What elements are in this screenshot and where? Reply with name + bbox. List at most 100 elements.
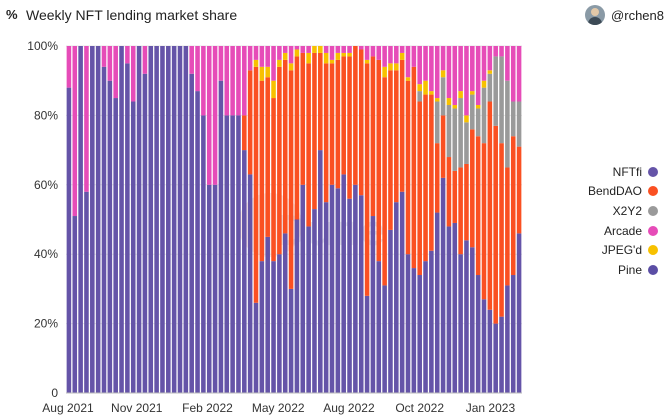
- bar-segment-nftfi: [440, 177, 446, 393]
- bar-segment-jpegd: [405, 77, 411, 81]
- x-tick-label: Jan 2023: [466, 401, 516, 415]
- bar-segment-nftfi: [458, 254, 463, 393]
- bar-segment-nftfi: [499, 316, 504, 393]
- bar-segment-benddao: [423, 94, 428, 262]
- bar-segment-benddao: [242, 115, 247, 151]
- bar-segment-nftfi: [224, 115, 230, 394]
- y-tick-label: 20%: [34, 317, 58, 331]
- bar-segment-x2y2: [487, 73, 493, 102]
- bar-segment-arcade: [277, 46, 282, 60]
- bar-segment-x2y2: [440, 77, 446, 116]
- bar-segment-benddao: [499, 143, 504, 317]
- legend-item[interactable]: BendDAO: [548, 182, 658, 202]
- legend-label: BendDAO: [587, 184, 642, 199]
- bar-segment-x2y2: [493, 56, 498, 126]
- bar-segment-arcade: [84, 46, 89, 192]
- bar-segment-arcade: [236, 46, 241, 116]
- bar-segment-benddao: [411, 66, 417, 269]
- legend-swatch-icon: [648, 166, 658, 177]
- bar-segment-nftfi: [470, 247, 475, 393]
- bar-segment-x2y2: [464, 122, 469, 164]
- bar-segment-nftfi: [282, 233, 288, 393]
- bar-segment-nftfi: [318, 150, 323, 393]
- bar-segment-benddao: [259, 80, 265, 262]
- bar-segment-arcade: [323, 46, 329, 53]
- bar-segment-nftfi: [452, 222, 458, 393]
- bar-segment-nftfi: [429, 250, 434, 393]
- bar-segment-nftfi: [388, 229, 393, 393]
- legend-swatch-icon: [648, 245, 658, 256]
- bar-segment-nftfi: [300, 184, 306, 393]
- bar-segment-benddao: [323, 63, 329, 203]
- bar-segment-jpegd: [347, 52, 352, 57]
- bar-segment-nftfi: [119, 46, 124, 393]
- legend-item[interactable]: JPEG'd: [548, 240, 658, 260]
- bar-segment-jpegd: [440, 70, 446, 78]
- unit-symbol: %: [6, 7, 18, 22]
- bar-segment-jpegd: [329, 59, 335, 64]
- bar-segment-nftfi: [505, 285, 510, 393]
- bar-segment-jpegd: [259, 66, 265, 81]
- bar-segment-arcade: [253, 46, 259, 60]
- bar-segment-arcade: [399, 46, 405, 53]
- bar-segment-nftfi: [353, 184, 358, 393]
- bar-segment-arcade: [364, 46, 370, 60]
- user-badge[interactable]: @rchen8: [585, 4, 664, 26]
- bar-segment-jpegd: [464, 115, 469, 123]
- chart-header: % Weekly NFT lending market share @rchen…: [0, 0, 672, 30]
- bar-segment-jpegd: [341, 52, 346, 57]
- legend-item[interactable]: X2Y2: [548, 201, 658, 221]
- bar-segment-benddao: [475, 136, 481, 276]
- bar-segment-benddao: [434, 143, 440, 213]
- bar-segment-arcade: [475, 46, 481, 105]
- bar-segment-benddao: [347, 56, 352, 199]
- bar-segment-nftfi: [510, 275, 516, 393]
- bar-segment-arcade: [429, 46, 434, 92]
- bar-segment-nftfi: [493, 323, 498, 393]
- bar-segment-nftfi: [370, 216, 376, 393]
- legend-item[interactable]: Arcade: [548, 221, 658, 241]
- bar-segment-nftfi: [78, 46, 83, 393]
- bar-segment-arcade: [370, 46, 376, 57]
- bar-segment-x2y2: [516, 101, 522, 147]
- bar-segment-benddao: [282, 59, 288, 234]
- bar-segment-arcade: [417, 46, 422, 85]
- bar-segment-nftfi: [464, 240, 469, 393]
- legend-label: Arcade: [603, 223, 642, 238]
- legend-item[interactable]: NFTfi: [548, 162, 658, 182]
- bar-segment-arcade: [242, 46, 247, 116]
- bar-segment-jpegd: [458, 91, 463, 99]
- bar-segment-nftfi: [189, 73, 194, 393]
- bar-segment-arcade: [434, 46, 440, 99]
- bar-segment-arcade: [125, 46, 130, 64]
- bar-segment-nftfi: [212, 184, 218, 393]
- bar-segment-nftfi: [341, 174, 346, 393]
- bar-segment-nftfi: [247, 174, 253, 393]
- bar-segment-benddao: [312, 52, 317, 210]
- bar-segment-benddao: [358, 49, 364, 196]
- bar-segment-nftfi: [312, 209, 317, 393]
- bar-segment-benddao: [458, 167, 463, 255]
- bar-segment-nftfi: [101, 66, 107, 393]
- bar-segment-jpegd: [429, 91, 434, 95]
- bar-segment-arcade: [464, 46, 469, 116]
- bar-segment-benddao: [382, 77, 387, 286]
- legend-item[interactable]: Pine: [548, 260, 658, 280]
- x-tick-label: Nov 2021: [111, 401, 163, 415]
- bar-segment-x2y2: [452, 108, 458, 171]
- bar-segment-nftfi: [201, 115, 206, 394]
- bar-segment-benddao: [253, 66, 259, 303]
- bar-segment-x2y2: [417, 91, 422, 102]
- bar-segment-arcade: [411, 46, 417, 67]
- bar-segment-nftfi: [516, 233, 522, 393]
- bar-segment-arcade: [493, 46, 498, 57]
- bar-segment-nftfi: [405, 254, 411, 393]
- bar-segment-jpegd: [446, 98, 452, 105]
- legend-swatch-icon: [648, 205, 658, 216]
- bar-segment-jpegd: [253, 59, 259, 67]
- bar-segment-jpegd: [282, 52, 288, 60]
- bar-segment-arcade: [306, 46, 311, 53]
- bar-segment-benddao: [300, 52, 306, 185]
- bar-segment-jpegd: [394, 63, 399, 71]
